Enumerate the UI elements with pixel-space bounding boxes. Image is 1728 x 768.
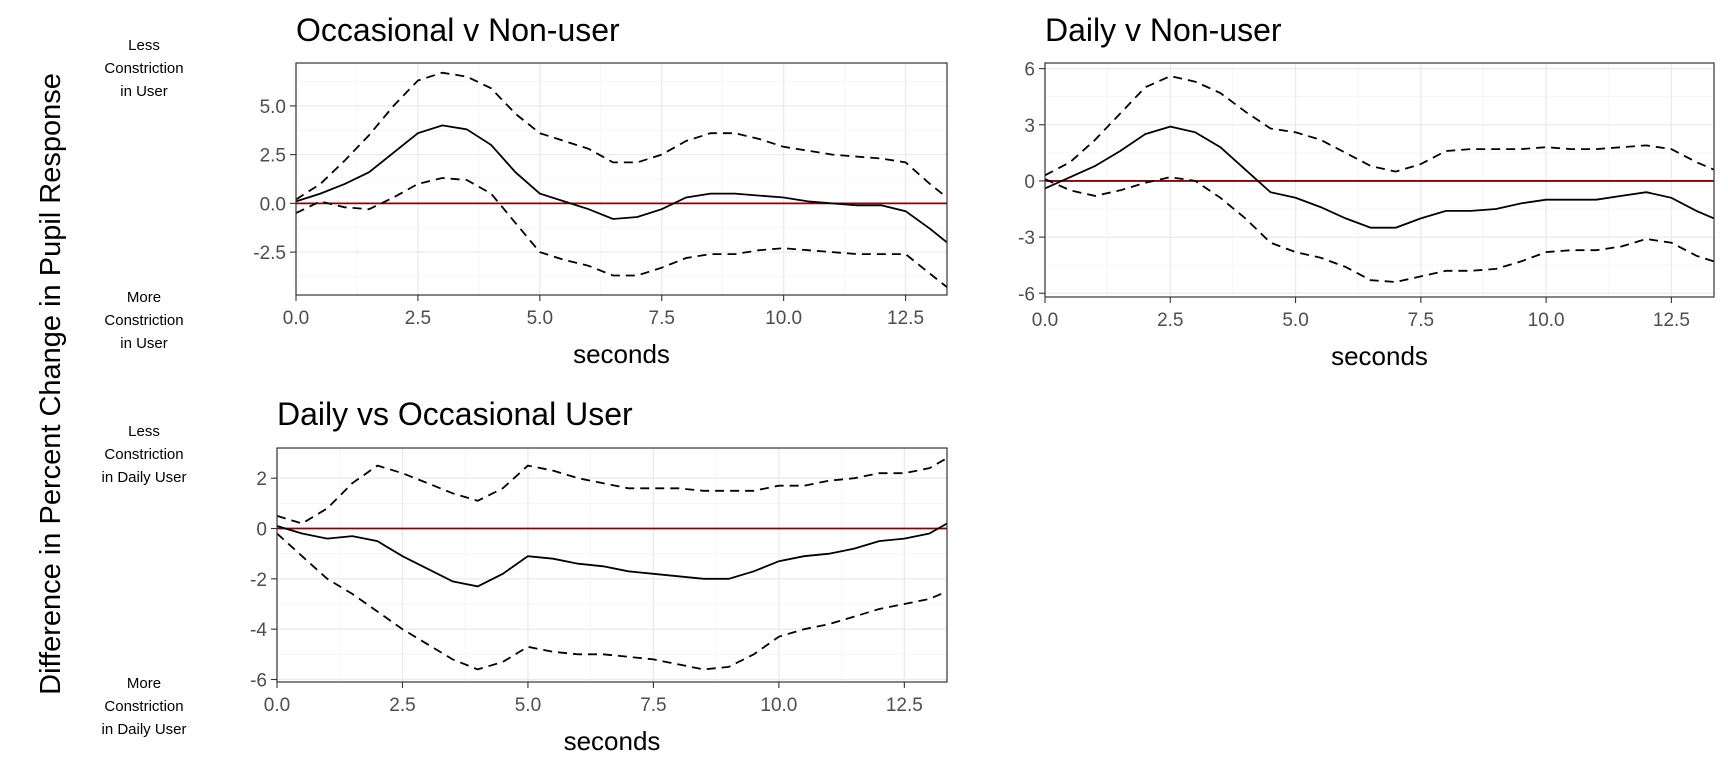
confidence-band-line: [1044, 176, 1715, 283]
chart-panel: 0.0 2.5 5.0 7.5 10.0 12.5 -6 -4 -2 0 2 seconds Daily…: [250, 396, 948, 756]
y-tick-label: 0.0: [260, 194, 286, 215]
x-tick-label: 5.0: [515, 695, 541, 716]
estimate-line: [295, 124, 948, 244]
x-tick-label: 12.5: [886, 695, 923, 716]
y-tick-label: 2.5: [260, 146, 286, 167]
y-tick-label: 6: [1024, 60, 1035, 81]
x-tick-label: 7.5: [640, 695, 666, 716]
side-label: Less Constriction in Daily User: [101, 423, 186, 486]
chart-panel: 0.0 2.5 5.0 7.5 10.0 12.5 -2.5 0.0 2.5 5.0 seconds…: [253, 12, 948, 369]
x-tick-label: 10.0: [765, 308, 802, 329]
y-tick-label: 0: [1024, 172, 1035, 193]
x-axis-title: seconds: [1331, 341, 1428, 371]
x-tick-label: 10.0: [1528, 310, 1565, 331]
panel-title: Daily v Non-user: [1045, 12, 1282, 48]
y-tick-label: 5.0: [260, 97, 286, 118]
panel-border: [276, 447, 948, 683]
side-label: More Constriction in Daily User: [101, 675, 186, 738]
confidence-band-line: [276, 457, 948, 525]
panel-title: Daily vs Occasional User: [277, 396, 633, 432]
chart-panel: 0.0 2.5 5.0 7.5 10.0 12.5 -6 -3 0 3 6 seconds Daily …: [1018, 12, 1715, 371]
side-label: Less Constriction in User: [104, 37, 183, 100]
x-tick-label: 7.5: [1408, 310, 1434, 331]
confidence-band-line: [1044, 75, 1715, 177]
x-axis-title: seconds: [573, 339, 670, 369]
estimate-line: [1044, 125, 1715, 229]
x-tick-label: 5.0: [1282, 310, 1308, 331]
x-tick-label: 10.0: [760, 695, 797, 716]
x-axis-title: seconds: [564, 726, 661, 756]
estimate-line: [276, 522, 948, 588]
confidence-band-line: [295, 71, 948, 201]
panel-border: [1044, 62, 1715, 298]
side-labels: Less Constriction in User More Constriction i…: [101, 37, 186, 738]
x-tick-label: 2.5: [389, 695, 415, 716]
panel-title: Occasional v Non-user: [296, 12, 620, 48]
y-tick-label: -4: [250, 620, 267, 641]
x-tick-label: 12.5: [887, 308, 924, 329]
y-tick-label: -2.5: [253, 243, 286, 264]
y-tick-label: -3: [1018, 228, 1035, 249]
side-label: More Constriction in User: [104, 289, 183, 352]
y-tick-label: 0: [256, 520, 267, 541]
x-tick-label: 5.0: [527, 308, 553, 329]
confidence-band-line: [295, 177, 948, 288]
x-tick-label: 2.5: [1157, 310, 1183, 331]
x-tick-label: 12.5: [1653, 310, 1690, 331]
panel-border: [295, 62, 948, 296]
x-tick-label: 7.5: [649, 308, 675, 329]
x-tick-label: 0.0: [283, 308, 309, 329]
y-tick-label: 3: [1024, 116, 1035, 137]
x-tick-label: 2.5: [405, 308, 431, 329]
y-tick-label: 2: [256, 469, 267, 490]
y-axis-title: Difference in Percent Change in Pupil Re…: [35, 73, 67, 695]
y-tick-label: -6: [250, 670, 267, 691]
y-tick-label: -6: [1018, 284, 1035, 305]
x-tick-label: 0.0: [264, 695, 290, 716]
x-tick-label: 0.0: [1032, 310, 1058, 331]
confidence-band-line: [276, 532, 948, 671]
chart-panels: 0.0 2.5 5.0 7.5 10.0 12.5 -2.5 0.0 2.5 5.0 seconds…: [250, 12, 1715, 756]
y-tick-label: -2: [250, 570, 267, 591]
